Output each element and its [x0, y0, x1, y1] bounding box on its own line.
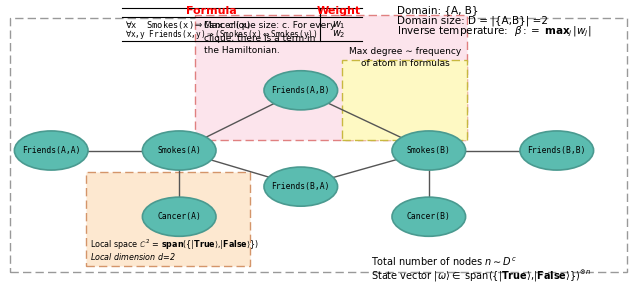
Text: $w_2$: $w_2$ — [332, 28, 346, 40]
Ellipse shape — [143, 197, 216, 236]
Text: Total number of nodes $n \sim D^c$: Total number of nodes $n \sim D^c$ — [371, 256, 517, 268]
Text: State vector $|\omega\rangle \in$ span({$|\mathbf{True}\rangle$,$|\mathbf{False}: State vector $|\omega\rangle \in$ span({… — [371, 269, 591, 284]
Text: Friends(B,A): Friends(B,A) — [271, 182, 330, 191]
Text: Local dimension $d$=2: Local dimension $d$=2 — [90, 251, 175, 262]
Text: Smokes(A): Smokes(A) — [157, 146, 201, 155]
Text: $\forall$x,y Friends(x,y)$\Rightarrow$(Smokes(x)$\Leftrightarrow$Smokes(y)): $\forall$x,y Friends(x,y)$\Rightarrow$(S… — [125, 27, 317, 41]
FancyBboxPatch shape — [342, 60, 467, 140]
Text: Domain: {A, B}: Domain: {A, B} — [397, 5, 478, 15]
Ellipse shape — [264, 167, 338, 206]
Text: Weight: Weight — [317, 6, 361, 16]
Text: $w_1$: $w_1$ — [332, 19, 346, 31]
Ellipse shape — [520, 131, 593, 170]
Text: Local space $\mathbb{C}^2$ = $\mathbf{span}$({$|\mathbf{True}\rangle$,$|\mathbf{: Local space $\mathbb{C}^2$ = $\mathbf{sp… — [90, 238, 259, 252]
Ellipse shape — [392, 197, 466, 236]
Text: Cancer(B): Cancer(B) — [407, 212, 451, 221]
Text: Smokes(B): Smokes(B) — [407, 146, 451, 155]
Text: Formula: Formula — [186, 6, 237, 16]
Text: Max degree ∼ frequency
of atom in formulas: Max degree ∼ frequency of atom in formul… — [349, 47, 461, 68]
Text: Friends(B,B): Friends(B,B) — [527, 146, 586, 155]
Text: Inverse temperature:  $\beta :=$ $\mathbf{max}_j\,|w_j|$: Inverse temperature: $\beta :=$ $\mathbf… — [397, 24, 591, 39]
Text: Max. clique size: c. For every
clique, there is a term in
the Hamiltonian.: Max. clique size: c. For every clique, t… — [204, 21, 335, 55]
Ellipse shape — [143, 131, 216, 170]
Ellipse shape — [14, 131, 88, 170]
FancyBboxPatch shape — [195, 15, 467, 140]
Text: Domain size: D = |{A,B}| =2: Domain size: D = |{A,B}| =2 — [397, 15, 548, 26]
Text: $\forall$x  Smokes(x)$\Rightarrow$Cancer(x): $\forall$x Smokes(x)$\Rightarrow$Cancer(… — [125, 19, 251, 31]
Ellipse shape — [264, 71, 338, 110]
FancyBboxPatch shape — [86, 172, 250, 266]
Ellipse shape — [392, 131, 466, 170]
Text: Cancer(A): Cancer(A) — [157, 212, 201, 221]
Text: Friends(A,A): Friends(A,A) — [22, 146, 81, 155]
Text: Friends(A,B): Friends(A,B) — [271, 86, 330, 95]
